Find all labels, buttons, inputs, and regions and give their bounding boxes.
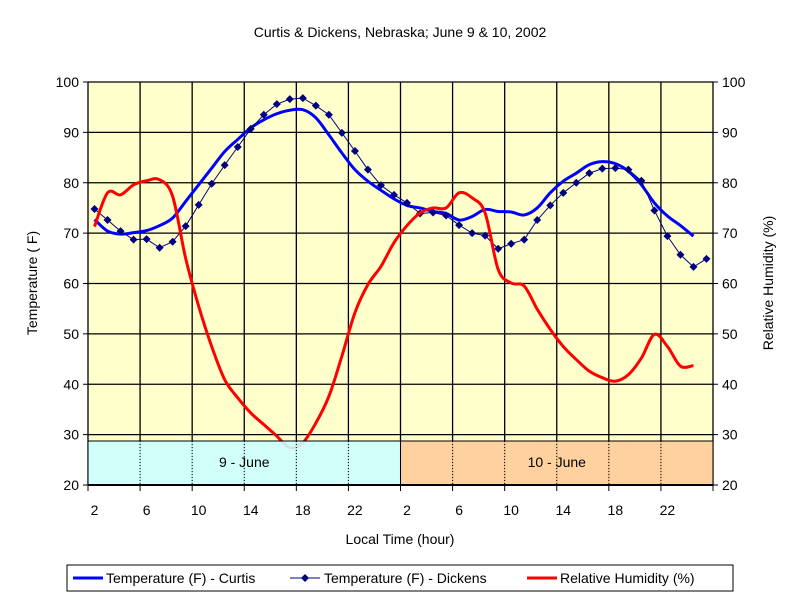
x-tick-label: 22 <box>347 502 363 518</box>
y-tick-label: 100 <box>56 74 80 90</box>
day-band-label: 9 - June <box>219 454 270 470</box>
data-point-dickens <box>650 206 659 215</box>
x-tick-label: 18 <box>295 502 311 518</box>
legend-label-humidity: Relative Humidity (%) <box>560 570 695 586</box>
x-tick-label: 2 <box>91 502 99 518</box>
data-point-dickens <box>233 142 242 151</box>
data-point-dickens <box>272 100 281 109</box>
data-point-dickens <box>363 165 372 174</box>
y2-tick-label: 80 <box>722 175 738 191</box>
y-axis-label: Temperature ( F) <box>24 231 40 335</box>
y2-tick-label: 30 <box>722 427 738 443</box>
axes: 20 20 30 30 40 40 50 50 60 60 70 70 80 80 90 90 100 100 2 6… <box>56 74 746 518</box>
y-tick-label: 20 <box>63 477 79 493</box>
data-point-dickens <box>546 201 555 210</box>
data-point-dickens <box>533 216 542 225</box>
x-tick-label: 2 <box>403 502 411 518</box>
data-point-dickens <box>155 243 164 252</box>
data-point-dickens <box>376 181 385 190</box>
data-point-dickens <box>507 239 516 248</box>
y2-tick-label: 40 <box>722 376 738 392</box>
x-tick-label: 6 <box>143 502 151 518</box>
chart-title: Curtis & Dickens, Nebraska; June 9 & 10,… <box>254 24 547 40</box>
y-tick-label: 50 <box>63 326 79 342</box>
y-tick-label: 80 <box>63 175 79 191</box>
data-point-dickens <box>637 176 646 185</box>
data-point-dickens <box>403 198 412 207</box>
legend-label-dickens: Temperature (F) - Dickens <box>324 570 487 586</box>
data-point-dickens <box>572 178 581 187</box>
data-point-dickens <box>116 227 125 236</box>
data-point-dickens <box>442 211 451 220</box>
y-tick-label: 30 <box>63 427 79 443</box>
data-point-dickens <box>259 110 268 119</box>
data-point-dickens <box>481 231 490 240</box>
data-point-dickens <box>624 165 633 174</box>
data-point-dickens <box>468 229 477 238</box>
series-line-curtis <box>93 107 695 238</box>
data-point-dickens <box>181 222 190 231</box>
y2-tick-label: 90 <box>722 124 738 140</box>
data-point-dickens <box>520 235 529 244</box>
x-tick-label: 6 <box>455 502 463 518</box>
y-tick-label: 90 <box>63 124 79 140</box>
x-tick-label: 10 <box>503 502 519 518</box>
y2-tick-label: 20 <box>722 477 738 493</box>
data-point-dickens <box>429 208 438 217</box>
y2-tick-label: 70 <box>722 225 738 241</box>
legend-marker-dickens <box>301 574 309 582</box>
data-point-dickens <box>129 235 138 244</box>
data-point-dickens <box>663 232 672 241</box>
x-axis-label: Local Time (hour) <box>346 531 455 547</box>
data-point-dickens <box>324 110 333 119</box>
y2-tick-label: 100 <box>722 74 746 90</box>
y-tick-label: 70 <box>63 225 79 241</box>
x-tick-label: 10 <box>191 502 207 518</box>
y2-tick-label: 50 <box>722 326 738 342</box>
x-tick-label: 14 <box>243 502 259 518</box>
data-point-dickens <box>337 128 346 137</box>
data-point-dickens <box>689 262 698 271</box>
y-tick-label: 60 <box>63 276 79 292</box>
data-point-dickens <box>611 164 620 173</box>
data-point-dickens <box>702 254 711 263</box>
data-point-dickens <box>194 200 203 209</box>
data-point-dickens <box>142 235 151 244</box>
data-point-dickens <box>285 95 294 104</box>
data-point-dickens <box>103 216 112 225</box>
legend-label-curtis: Temperature (F) - Curtis <box>106 570 255 586</box>
y-tick-label: 40 <box>63 376 79 392</box>
series-lines <box>90 94 711 450</box>
data-point-dickens <box>246 124 255 133</box>
data-point-dickens <box>90 204 99 213</box>
legend: Temperature (F) - Curtis Temperature (F)… <box>66 564 734 592</box>
data-point-dickens <box>168 237 177 246</box>
data-point-dickens <box>389 190 398 199</box>
data-point-dickens <box>298 94 307 103</box>
data-point-dickens <box>207 179 216 188</box>
data-point-dickens <box>598 164 607 173</box>
day-band-label: 10 - June <box>528 454 587 470</box>
data-point-dickens <box>676 250 685 259</box>
data-point-dickens <box>311 101 320 110</box>
series-line-humidity <box>93 177 694 450</box>
x-tick-label: 18 <box>608 502 624 518</box>
y2-axis-label: Relative Humidity (%) <box>760 216 776 351</box>
data-point-dickens <box>350 147 359 156</box>
x-tick-label: 14 <box>555 502 571 518</box>
data-point-dickens <box>220 161 229 170</box>
x-tick-label: 22 <box>660 502 676 518</box>
data-point-dickens <box>559 188 568 197</box>
y2-tick-label: 60 <box>722 276 738 292</box>
data-point-dickens <box>585 169 594 178</box>
data-point-dickens <box>494 244 503 253</box>
data-point-dickens <box>455 221 464 230</box>
legend-box <box>66 564 734 592</box>
day-bands: 9 - June 10 - June <box>87 440 714 486</box>
